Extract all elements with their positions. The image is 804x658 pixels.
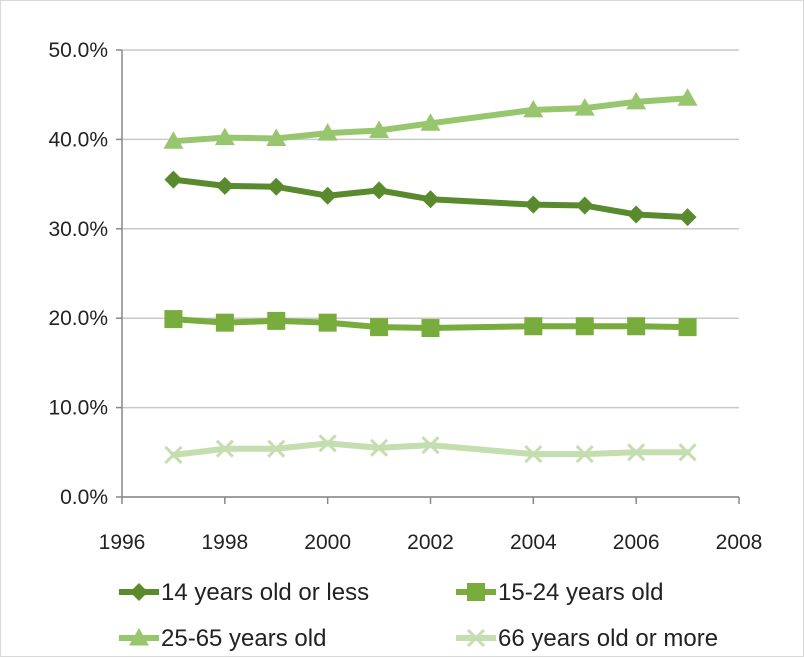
series-25-65-years-old: [163, 88, 698, 149]
y-tick-label: 0.0%: [60, 486, 108, 509]
data-point: [627, 205, 646, 224]
data-point: [421, 436, 440, 455]
x-tick-label: 2004: [510, 531, 557, 554]
data-point: [421, 190, 440, 209]
data-point: [626, 91, 647, 110]
data-point: [370, 318, 389, 337]
y-tick-label: 20.0%: [48, 307, 108, 330]
series-14-years-old-or-less: [164, 170, 697, 227]
legend-item: 66 years old or more: [456, 625, 718, 652]
series-line: [170, 440, 691, 458]
data-point: [524, 195, 543, 214]
data-point: [575, 196, 594, 215]
legend: 14 years old or less 15-24 years old 25-65…: [119, 579, 718, 652]
x-tick-label: 2008: [716, 531, 763, 554]
data-point: [164, 310, 183, 329]
data-point: [370, 438, 389, 457]
data-point: [215, 176, 234, 195]
x-tick-label: 2000: [304, 531, 351, 554]
data-point: [524, 317, 543, 336]
x-tick-label: 1996: [99, 531, 146, 554]
data-point: [575, 445, 594, 464]
axes: 0.0% 10.0% 20.0% 30.0% 40.0% 50.0% 1996 1998 200…: [48, 39, 762, 554]
data-point: [370, 181, 389, 200]
legend-item: 14 years old or less: [119, 579, 369, 606]
data-point: [523, 99, 544, 118]
data-point: [420, 113, 441, 131]
data-point: [215, 313, 234, 332]
data-point: [678, 208, 697, 227]
data-point: [318, 313, 337, 332]
series-line: [170, 176, 691, 221]
data-point: [318, 186, 337, 205]
data-point: [575, 317, 594, 336]
data-point: [163, 131, 184, 149]
data-point: [267, 177, 286, 196]
data-point: [421, 319, 440, 338]
data-point: [215, 439, 234, 458]
x-tick-label: 1998: [201, 531, 248, 554]
legend-label: 14 years old or less: [161, 579, 369, 606]
data-point: [524, 445, 543, 464]
data-point: [627, 443, 646, 462]
data-point: [164, 170, 183, 189]
data-point: [574, 98, 595, 116]
legend-label: 15-24 years old: [498, 579, 663, 606]
legend-label: 66 years old or more: [498, 625, 718, 652]
series-line: [170, 316, 691, 332]
series-lines: [163, 88, 698, 465]
data-point: [678, 443, 697, 462]
data-point: [677, 88, 698, 106]
data-point: [164, 445, 183, 465]
data-point: [267, 439, 286, 458]
series-line: [170, 95, 691, 145]
data-point: [317, 123, 338, 141]
series-66-years-old-or-more: [164, 434, 697, 465]
legend-item: 15-24 years old: [456, 579, 663, 606]
legend-item: 25-65 years old: [119, 625, 326, 652]
x-tick-label: 2002: [407, 531, 454, 554]
legend-marker-icon: [130, 583, 148, 601]
y-tick-label: 40.0%: [48, 128, 108, 151]
y-tick-label: 50.0%: [48, 39, 108, 62]
x-tick-label: 2006: [613, 531, 660, 554]
data-point: [369, 120, 390, 138]
data-point: [627, 317, 646, 336]
data-point: [267, 311, 286, 330]
data-point: [266, 128, 287, 147]
data-point: [214, 127, 235, 146]
series-15-24-years-old: [164, 310, 697, 338]
y-tick-label: 30.0%: [48, 218, 108, 241]
legend-marker-icon: [129, 628, 149, 646]
data-point: [678, 318, 697, 337]
data-point: [318, 434, 337, 453]
legend-marker-icon: [466, 628, 486, 648]
legend-marker-icon: [467, 583, 485, 601]
y-tick-label: 10.0%: [48, 397, 108, 420]
legend-label: 25-65 years old: [161, 625, 326, 652]
